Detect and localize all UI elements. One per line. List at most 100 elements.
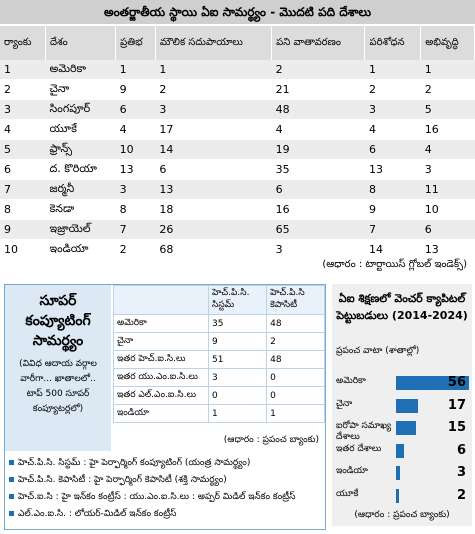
table-row: 3 సింగపూర్ 6 3 48 3 5 bbox=[0, 99, 475, 120]
cell: 0 bbox=[266, 386, 325, 405]
sc-notes: హెచ్.పి.సి. సిస్టమ్ : హై పెర్ఫార్మింగ్ క… bbox=[9, 455, 321, 523]
cell: సింగపూర్ bbox=[45, 99, 116, 120]
cell: 11 bbox=[420, 179, 475, 200]
table-row: అమెరికా 35 48 bbox=[113, 314, 325, 333]
cell: ఇజ్రాయెల్ bbox=[45, 219, 116, 240]
cell: 2 bbox=[364, 79, 421, 100]
cell: 35 bbox=[271, 159, 365, 180]
cell: ఇతర ఎల్.ఎం.ఐ.సి.లు bbox=[113, 386, 209, 405]
table-row: 4 యూకే 4 17 4 4 16 bbox=[0, 119, 475, 140]
cell: 1 bbox=[420, 60, 475, 80]
cell: ఇండియా bbox=[45, 239, 116, 260]
cell: 18 bbox=[155, 199, 272, 220]
note-text: హెచ్.ఐ.సి : హై ఇన్‌కం కంట్రీస్ : యు.ఎం.ఐ… bbox=[18, 492, 296, 502]
cell: 21 bbox=[271, 79, 365, 100]
cell: 3 bbox=[0, 99, 46, 120]
cell: జర్మనీ bbox=[45, 179, 116, 200]
cell: ఫ్రాన్స్ bbox=[45, 139, 116, 160]
bar-label: ఐరోపా సమాఖ్య దేశాలు bbox=[336, 421, 392, 442]
cell: 4 bbox=[271, 119, 365, 140]
cell: 2 bbox=[115, 239, 156, 260]
cell: 8 bbox=[115, 199, 156, 220]
column-header: హెచ్.పి.సి. సిస్టమ్ bbox=[207, 285, 268, 315]
sc-table: హెచ్.పి.సి. సిస్టమ్ హెచ్.పి.సి కెపాసిటీ అమ… bbox=[113, 285, 325, 423]
table-row: ఇతర హెచ్.ఐ.సి.లు 51 48 bbox=[113, 350, 325, 369]
table-row: 7 జర్మనీ 3 13 6 8 11 bbox=[0, 179, 475, 200]
cell: 5 bbox=[0, 139, 46, 160]
supercomputing-box: సూపర్ కంప్యూటింగ్ సామర్థ్యం (వివిధ ఆదాయ … bbox=[4, 284, 326, 530]
top-section: అంతర్జాతీయ స్థాయి ఏఐ సామర్థ్యం - మొదటి ప… bbox=[0, 0, 475, 270]
cell: 2 bbox=[271, 60, 365, 80]
note-text: హెచ్.పి.సి. సిస్టమ్ : హై పెర్ఫార్మింగ్ క… bbox=[18, 458, 251, 468]
cell: 65 bbox=[271, 219, 365, 240]
header-row: ర్యాంకు దేశం ప్రతిభ మౌలిక సదుపాయాలు పని వాతా… bbox=[0, 26, 475, 60]
cell: చైనా bbox=[113, 332, 209, 351]
note-text: ఎల్.ఎం.ఐ.సి. : లోయర్-మిడిల్ ఇన్‌కం కంట్ర… bbox=[18, 509, 177, 519]
cell: 1 bbox=[266, 404, 325, 423]
cell: కెనడా bbox=[45, 199, 116, 220]
column-header: పరిశోధన bbox=[364, 26, 422, 60]
bullet bbox=[9, 494, 14, 499]
bar-label: ఇండియా bbox=[336, 466, 368, 476]
cell: 9 bbox=[364, 199, 421, 220]
cell: 48 bbox=[266, 350, 325, 369]
top-source: (ఆధారం : టార్టాయిస్ గ్లోబల్ ఇండెక్స్) bbox=[322, 259, 467, 270]
cell: 3 bbox=[271, 239, 365, 260]
cell: అమెరికా bbox=[113, 314, 209, 333]
cell: 3 bbox=[364, 99, 421, 120]
cell: యూకే bbox=[45, 119, 116, 140]
cell: 2 bbox=[420, 79, 475, 100]
value-label: 2 bbox=[456, 487, 466, 503]
cell: 48 bbox=[271, 99, 365, 120]
ranking-table: ర్యాంకు దేశం ప్రతిభ మౌలిక సదుపాయాలు పని వాతా… bbox=[0, 26, 475, 260]
bullet bbox=[9, 477, 14, 482]
vc-subtitle: ప్రపంచ వాటా (శాతాల్లో) bbox=[336, 346, 420, 356]
table-row: ఇండియా 1 1 bbox=[113, 404, 325, 423]
cell: 1 bbox=[0, 60, 46, 80]
cell: 16 bbox=[271, 199, 365, 220]
table-row: 5 ఫ్రాన్స్ 10 14 19 6 4 bbox=[0, 139, 475, 160]
table-row: 10 ఇండియా 2 68 3 14 13 bbox=[0, 239, 475, 260]
cell: 3 bbox=[420, 159, 475, 180]
table-row: చైనా 9 2 bbox=[113, 332, 325, 351]
table-row: 9 ఇజ్రాయెల్ 7 26 65 7 6 bbox=[0, 219, 475, 240]
cell: ఇతర హెచ్.ఐ.సి.లు bbox=[113, 350, 209, 369]
bar-label: చైనా bbox=[336, 398, 353, 409]
cell: 13 bbox=[420, 239, 475, 260]
table-row: 8 కెనడా 8 18 16 9 10 bbox=[0, 199, 475, 220]
cell: 6 bbox=[364, 139, 421, 160]
cell: 13 bbox=[115, 159, 156, 180]
cell: 3 bbox=[207, 368, 268, 387]
cell: 10 bbox=[115, 139, 156, 160]
cell: 7 bbox=[115, 219, 156, 240]
column-header: మౌలిక సదుపాయాలు bbox=[155, 26, 273, 60]
cell: 13 bbox=[364, 159, 421, 180]
cell: 10 bbox=[0, 239, 46, 260]
vc-box: ఏఐ శిక్షణలో వెంచర్ క్యాపిటల్ పెట్టుబడులు… bbox=[332, 284, 472, 526]
cell: 4 bbox=[115, 119, 156, 140]
cell: 26 bbox=[155, 219, 272, 240]
table-row: 1 అమెరికా 1 1 2 1 1 bbox=[0, 60, 475, 80]
cell: 10 bbox=[420, 199, 475, 220]
note-text: హెచ్.పి.సి. కెపాసిటీ : హై పెర్ఫార్మింగ్ … bbox=[18, 475, 227, 485]
cell: ఇండియా bbox=[113, 404, 209, 423]
cell: 35 bbox=[207, 314, 268, 333]
note: ఎల్.ఎం.ఐ.సి. : లోయర్-మిడిల్ ఇన్‌కం కంట్ర… bbox=[9, 506, 321, 523]
cell: 1 bbox=[155, 60, 272, 80]
cell: 6 bbox=[420, 219, 475, 240]
cell: 14 bbox=[155, 139, 272, 160]
cell: 6 bbox=[115, 99, 156, 120]
cell: 0 bbox=[266, 368, 325, 387]
cell: 2 bbox=[155, 79, 272, 100]
cell: చైనా bbox=[45, 79, 116, 100]
column-header: హెచ్.పి.సి కెపాసిటీ bbox=[266, 285, 325, 315]
bar bbox=[396, 376, 469, 390]
cell: 6 bbox=[0, 159, 46, 180]
cell: 4 bbox=[420, 139, 475, 160]
cell: 0 bbox=[207, 386, 268, 405]
cell: అమెరికా bbox=[45, 60, 116, 80]
sc-subtitle: (వివిధ ఆదాయ వర్గాల వారీగా... ఖాతాలలో.. ట… bbox=[19, 359, 97, 414]
cell: ద. కొరియా bbox=[45, 159, 116, 180]
cell: 8 bbox=[0, 199, 46, 220]
cell: ఇతర యు.ఎం.ఐ.సి.లు bbox=[113, 368, 209, 387]
